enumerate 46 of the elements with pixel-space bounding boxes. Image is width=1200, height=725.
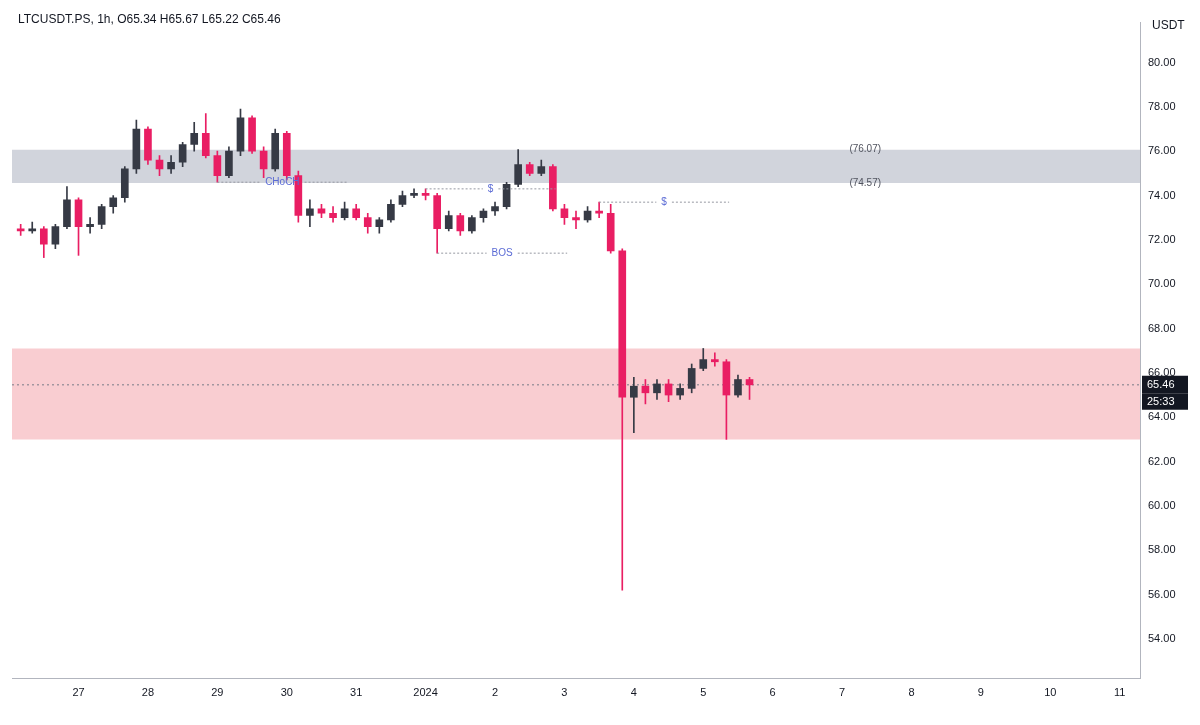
candlestick bbox=[572, 210, 580, 230]
x-tick-label: 29 bbox=[211, 686, 224, 699]
x-tick-label: 30 bbox=[280, 686, 293, 699]
candlestick bbox=[86, 217, 94, 234]
x-tick-label: 10 bbox=[1044, 686, 1057, 699]
y-tick-label: 74.00 bbox=[1148, 188, 1176, 201]
x-tick-label: 2 bbox=[491, 686, 499, 699]
x-tick-label: 11 bbox=[1114, 686, 1126, 699]
x-tick-label: 4 bbox=[630, 686, 637, 699]
y-tick-label: 68.00 bbox=[1148, 321, 1176, 334]
y-axis-title: USDT bbox=[1152, 18, 1186, 33]
annotation: BOS bbox=[491, 246, 514, 258]
y-tick-label: 60.00 bbox=[1148, 498, 1176, 511]
x-tick-label: 8 bbox=[908, 686, 915, 699]
x-tick-label: 6 bbox=[769, 686, 776, 699]
annotation: $ bbox=[487, 182, 494, 194]
y-tick-label: 80.00 bbox=[1148, 55, 1176, 68]
ref-line-label: 65.46 bbox=[1147, 377, 1175, 390]
y-tick-label: 62.00 bbox=[1148, 454, 1176, 467]
annotation: (74.57) bbox=[849, 176, 882, 188]
x-tick-label: 3 bbox=[561, 686, 568, 699]
text: 25:33 bbox=[1147, 394, 1175, 407]
x-tick-label: 31 bbox=[350, 686, 363, 699]
candlestick bbox=[28, 221, 37, 234]
y-tick-label: 56.00 bbox=[1148, 587, 1176, 600]
x-tick-label: 9 bbox=[977, 686, 984, 699]
candlestick bbox=[630, 376, 638, 434]
y-tick-label: 76.00 bbox=[1148, 144, 1176, 157]
annotation: $ bbox=[661, 195, 668, 207]
x-tick-label: 7 bbox=[839, 686, 846, 699]
y-tick-label: 64.00 bbox=[1148, 410, 1176, 423]
y-tick-label: 58.00 bbox=[1148, 543, 1176, 556]
x-tick-label: 2024 bbox=[413, 686, 438, 699]
y-tick-label: 66.00 bbox=[1148, 365, 1176, 378]
y-tick-label: 72.00 bbox=[1148, 232, 1176, 245]
candlestick bbox=[595, 201, 603, 219]
y-tick-label: 78.00 bbox=[1148, 99, 1176, 112]
candlestick bbox=[16, 224, 25, 236]
y-tick-label: 54.00 bbox=[1148, 631, 1176, 644]
chart-title: LTCUSDT.PS, 1h, O65.34 H65.67 L65.22 C65.46 bbox=[18, 12, 281, 27]
annotation: (76.07) bbox=[849, 143, 882, 155]
candlestick bbox=[711, 352, 719, 367]
x-tick-label: 5 bbox=[700, 686, 707, 699]
y-tick-label: 70.00 bbox=[1148, 277, 1176, 290]
x-tick-label: 28 bbox=[141, 686, 155, 699]
x-tick-label: 27 bbox=[72, 686, 85, 699]
